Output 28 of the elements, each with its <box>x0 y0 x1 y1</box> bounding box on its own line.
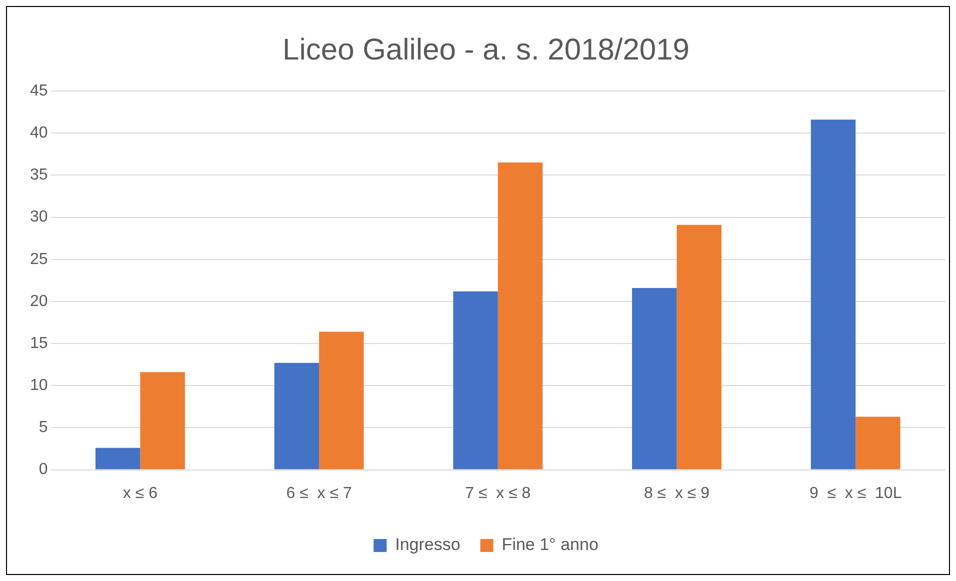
legend-label: Fine 1° anno <box>502 535 598 554</box>
bar <box>810 120 856 470</box>
y-tick-label: 35 <box>30 166 48 184</box>
bar <box>498 162 543 470</box>
y-tick-label: 15 <box>30 334 48 352</box>
legend-label: Ingresso <box>395 535 460 554</box>
bar <box>632 288 677 470</box>
x-tick-label: 9 ≤ x ≤ 10L <box>809 484 902 502</box>
bar <box>140 372 185 470</box>
y-tick-label: 40 <box>30 124 48 142</box>
y-tick-label: 10 <box>30 377 48 394</box>
bar <box>856 416 900 470</box>
y-tick-label: 5 <box>38 419 48 436</box>
y-tick-label: 20 <box>30 292 48 310</box>
y-tick-label: 0 <box>38 461 48 478</box>
x-tick-label: 8 ≤ x ≤ 9 <box>644 484 710 502</box>
bar <box>319 332 364 470</box>
bar <box>274 362 320 470</box>
chart-title: Liceo Galileo - a. s. 2018/2019 <box>282 33 690 66</box>
x-tick-label: 7 ≤ x ≤ 8 <box>465 484 531 502</box>
x-tick-label: x ≤ 6 <box>122 484 158 502</box>
bar <box>96 448 140 470</box>
x-tick-label: 6 ≤ x ≤ 7 <box>286 484 352 502</box>
y-tick-label: 45 <box>30 82 48 100</box>
bar <box>676 224 722 470</box>
y-tick-label: 25 <box>30 250 48 268</box>
y-tick-label: 30 <box>30 208 48 226</box>
bar <box>453 291 498 470</box>
